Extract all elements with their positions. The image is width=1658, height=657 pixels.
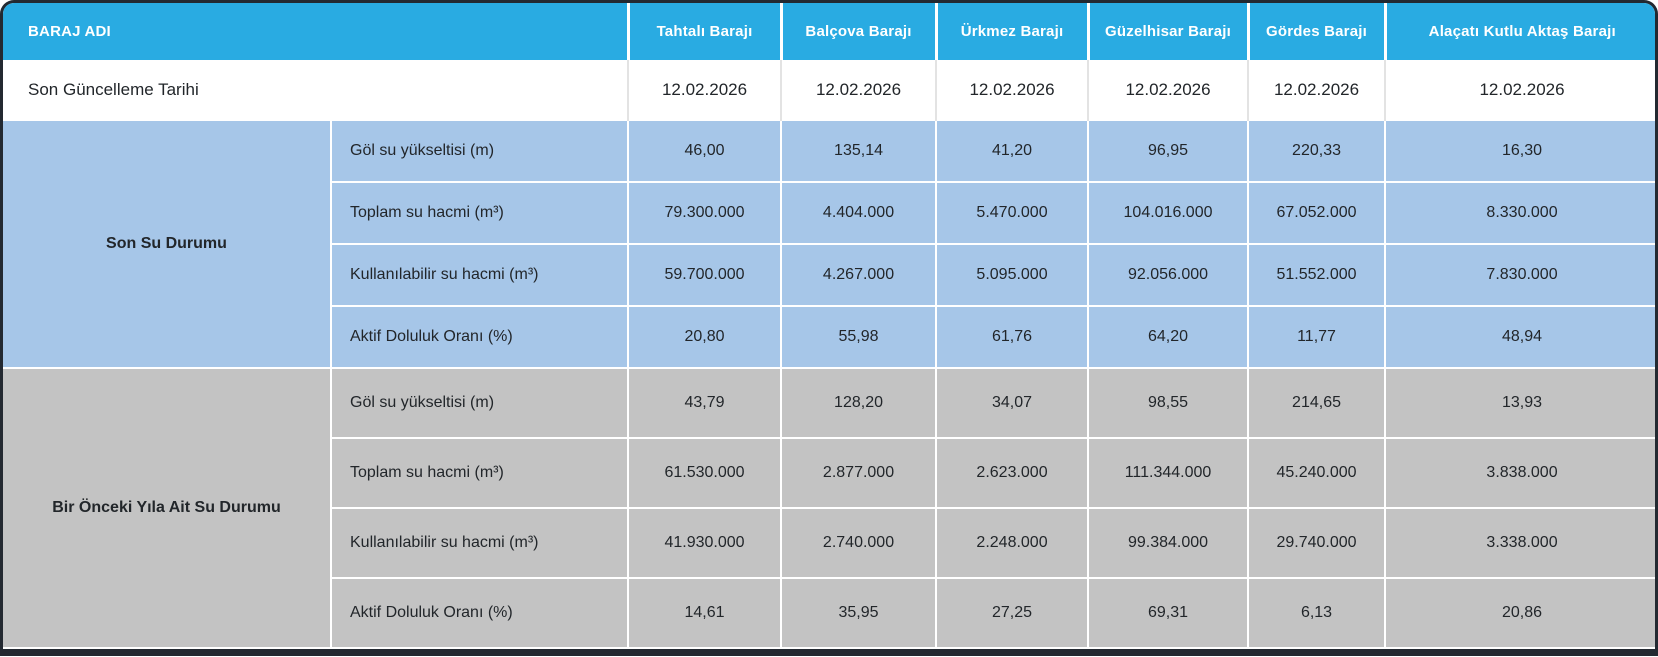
- metric-label: Toplam su hacmi (m³): [331, 181, 630, 245]
- column-header-alacati: Alaçatı Kutlu Aktaş Barajı: [1383, 3, 1655, 60]
- value-cell: 6,13: [1247, 577, 1387, 649]
- table-row: Toplam su hacmi (m³) 61.530.000 2.877.00…: [3, 437, 1655, 509]
- update-date-label: Son Güncelleme Tarihi: [3, 60, 629, 120]
- update-date-value: 12.02.2026: [1247, 60, 1386, 120]
- value-cell: 2.248.000: [935, 507, 1090, 579]
- section-title-previous: Bir Önceki Yıla Ait Su Durumu: [3, 367, 332, 649]
- value-cell: 98,55: [1087, 367, 1250, 439]
- value-cell: 43,79: [627, 367, 783, 439]
- update-date-value: 12.02.2026: [1087, 60, 1249, 120]
- value-cell: 46,00: [627, 119, 783, 183]
- metric-label: Kullanılabilir su hacmi (m³): [331, 507, 630, 579]
- value-cell: 96,95: [1087, 119, 1250, 183]
- table-row: Kullanılabilir su hacmi (m³) 41.930.000 …: [3, 507, 1655, 579]
- value-cell: 48,94: [1384, 305, 1655, 369]
- value-cell: 29.740.000: [1247, 507, 1387, 579]
- value-cell: 59.700.000: [627, 243, 783, 307]
- value-cell: 27,25: [935, 577, 1090, 649]
- column-header-baraj-adi: BARAJ ADI: [3, 3, 629, 60]
- section-title-current: Son Su Durumu: [3, 119, 332, 369]
- value-cell: 104.016.000: [1087, 181, 1250, 245]
- table-header-row: BARAJ ADI Tahtalı Barajı Balçova Barajı …: [3, 3, 1655, 60]
- value-cell: 64,20: [1087, 305, 1250, 369]
- update-date-value: 12.02.2026: [780, 60, 937, 120]
- value-cell: 3.338.000: [1384, 507, 1655, 579]
- value-cell: 13,93: [1384, 367, 1655, 439]
- value-cell: 4.404.000: [780, 181, 938, 245]
- value-cell: 45.240.000: [1247, 437, 1387, 509]
- value-cell: 11,77: [1247, 305, 1387, 369]
- metric-label: Aktif Doluluk Oranı (%): [331, 305, 630, 369]
- value-cell: 8.330.000: [1384, 181, 1655, 245]
- value-cell: 111.344.000: [1087, 437, 1250, 509]
- value-cell: 4.267.000: [780, 243, 938, 307]
- value-cell: 55,98: [780, 305, 938, 369]
- metric-label: Göl su yükseltisi (m): [329, 367, 630, 439]
- value-cell: 69,31: [1087, 577, 1250, 649]
- column-header-balcova: Balçova Barajı: [779, 3, 937, 60]
- value-cell: 20,86: [1384, 577, 1655, 649]
- value-cell: 14,61: [627, 577, 783, 649]
- value-cell: 51.552.000: [1247, 243, 1387, 307]
- metric-label: Toplam su hacmi (m³): [331, 437, 630, 509]
- value-cell: 2.740.000: [780, 507, 938, 579]
- value-cell: 92.056.000: [1087, 243, 1250, 307]
- column-header-urkmez: Ürkmez Barajı: [934, 3, 1089, 60]
- value-cell: 79.300.000: [627, 181, 783, 245]
- update-date-value: 12.02.2026: [627, 60, 782, 120]
- table-row: Aktif Doluluk Oranı (%) 14,61 35,95 27,2…: [3, 577, 1655, 649]
- column-header-gordes: Gördes Barajı: [1246, 3, 1386, 60]
- dam-status-grid: BARAJ ADI Tahtalı Barajı Balçova Barajı …: [3, 3, 1655, 649]
- value-cell: 99.384.000: [1087, 507, 1250, 579]
- table-row: Toplam su hacmi (m³) 79.300.000 4.404.00…: [3, 181, 1655, 245]
- update-date-value: 12.02.2026: [935, 60, 1089, 120]
- value-cell: 16,30: [1384, 119, 1655, 183]
- column-header-tahtali: Tahtalı Barajı: [626, 3, 782, 60]
- column-header-guzelhisar: Güzelhisar Barajı: [1086, 3, 1249, 60]
- table-row: Bir Önceki Yıla Ait Su Durumu Göl su yük…: [3, 367, 1655, 649]
- value-cell: 3.838.000: [1384, 437, 1655, 509]
- value-cell: 7.830.000: [1384, 243, 1655, 307]
- table-row: Son Su Durumu Göl su yükseltisi (m) 46,0…: [3, 119, 1655, 369]
- value-cell: 214,65: [1247, 367, 1387, 439]
- table-row: Aktif Doluluk Oranı (%) 20,80 55,98 61,7…: [3, 305, 1655, 369]
- value-cell: 34,07: [935, 367, 1090, 439]
- update-date-value: 12.02.2026: [1384, 60, 1655, 120]
- value-cell: 5.470.000: [935, 181, 1090, 245]
- metric-label: Kullanılabilir su hacmi (m³): [331, 243, 630, 307]
- value-cell: 5.095.000: [935, 243, 1090, 307]
- metric-label: Aktif Doluluk Oranı (%): [331, 577, 630, 649]
- value-cell: 220,33: [1247, 119, 1387, 183]
- value-cell: 35,95: [780, 577, 938, 649]
- value-cell: 135,14: [780, 119, 938, 183]
- value-cell: 61.530.000: [627, 437, 783, 509]
- table-row: Kullanılabilir su hacmi (m³) 59.700.000 …: [3, 243, 1655, 307]
- metric-label: Göl su yükseltisi (m): [329, 119, 630, 183]
- value-cell: 61,76: [935, 305, 1090, 369]
- value-cell: 41,20: [935, 119, 1090, 183]
- value-cell: 2.877.000: [780, 437, 938, 509]
- value-cell: 2.623.000: [935, 437, 1090, 509]
- value-cell: 41.930.000: [627, 507, 783, 579]
- value-cell: 128,20: [780, 367, 938, 439]
- value-cell: 20,80: [627, 305, 783, 369]
- value-cell: 67.052.000: [1247, 181, 1387, 245]
- update-date-row: Son Güncelleme Tarihi 12.02.2026 12.02.2…: [3, 60, 1655, 120]
